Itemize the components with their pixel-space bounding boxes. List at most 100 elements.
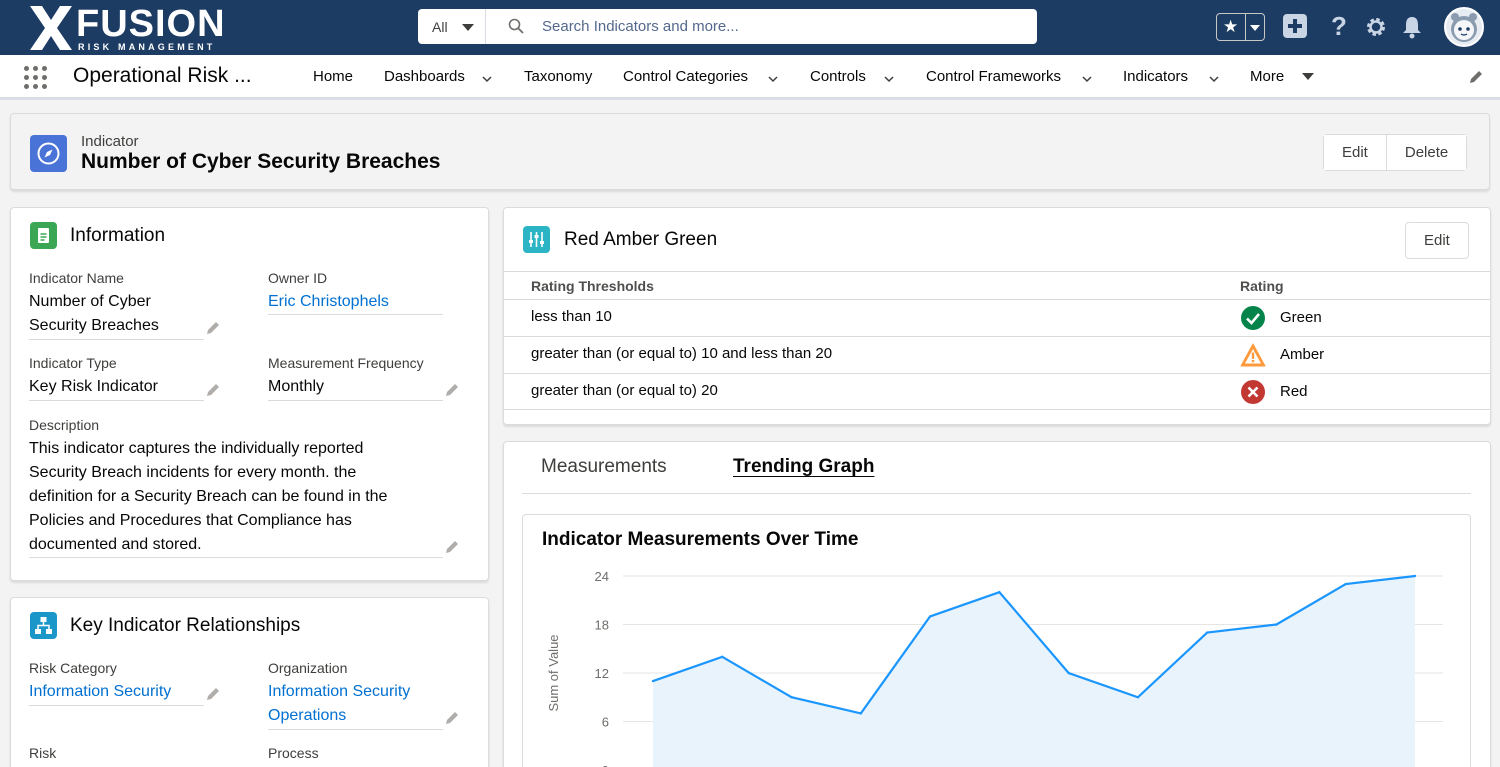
pencil-icon[interactable] (1468, 69, 1484, 85)
nav-item-more[interactable]: More (1250, 68, 1285, 85)
owner-link[interactable]: Eric Christophels (268, 293, 389, 310)
y-tick-label: 12 (595, 666, 609, 681)
tab-trending-graph[interactable]: Trending Graph (733, 456, 875, 477)
nav-item-controls[interactable]: Controls (810, 68, 866, 85)
data-point (721, 655, 724, 659)
card-title: Key Indicator Relationships (70, 615, 301, 636)
y-tick-label: 6 (602, 715, 609, 730)
delete-button[interactable]: Delete (1385, 135, 1467, 170)
series-line (652, 574, 1416, 715)
card-title: Information (70, 225, 166, 246)
threshold-cell: greater than (or equal to) 20 (531, 382, 718, 399)
nav-item-home[interactable]: Home (313, 68, 354, 85)
app-launcher-waffle-icon[interactable] (24, 66, 48, 90)
column-header-thresholds: Rating Thresholds (531, 278, 654, 294)
hierarchy-icon (30, 612, 57, 639)
star-icon: ★ (1223, 17, 1239, 36)
help-icon[interactable]: ? (1331, 11, 1347, 41)
rag-card: Red Amber Green Edit Rating Thresholds R… (503, 207, 1491, 425)
nav-item-dashboards[interactable]: Dashboards (384, 68, 465, 85)
tabs-divider (522, 493, 1471, 494)
chevron-down-icon[interactable] (1082, 74, 1092, 84)
chevron-down-icon[interactable] (884, 74, 894, 84)
tab-measurements[interactable]: Measurements (541, 456, 667, 477)
pencil-icon[interactable] (444, 382, 460, 398)
organization-link[interactable]: Operations (268, 707, 347, 724)
chevron-down-icon[interactable] (768, 74, 778, 84)
table-row: greater than (or equal to) 20 Red (504, 373, 1490, 410)
bell-icon[interactable] (1400, 15, 1424, 39)
chart-card: Indicator Measurements Over Time 0 6 12 18 2… (522, 514, 1471, 767)
field-label: Indicator Name (29, 270, 124, 286)
avatar-astro-icon (1451, 13, 1477, 42)
avatar[interactable] (1444, 7, 1484, 47)
indicator-type-value: Key Risk Indicator (29, 378, 158, 395)
nav-item-control-categories[interactable]: Control Categories (623, 68, 749, 85)
field-label: Risk (29, 745, 57, 761)
description-line: Policies and Procedures that Compliance … (29, 512, 352, 529)
field-divider (29, 400, 204, 401)
caret-down-icon[interactable] (1302, 73, 1314, 80)
y-tick-label: 24 (595, 569, 609, 584)
page-title: Number of Cyber Security Breaches (81, 150, 441, 173)
organization-link[interactable]: Information Security (268, 683, 411, 700)
information-card: Information Indicator Name Number of Cyb… (10, 207, 489, 581)
field-divider (29, 557, 443, 558)
field-label: Measurement Frequency (268, 355, 424, 371)
field-label: Indicator Type (29, 355, 117, 371)
field-label: Organization (268, 660, 348, 676)
chevron-down-icon[interactable] (482, 74, 492, 84)
description-line: This indicator captures the individually… (29, 440, 364, 457)
favorites-button[interactable]: ★ (1216, 13, 1265, 41)
data-point (998, 590, 1001, 594)
fusion-logo[interactable]: FUSION RISK MANAGEMENT (30, 4, 230, 52)
data-point (1344, 582, 1347, 586)
brand-name: FUSION (76, 3, 226, 45)
rag-edit-button[interactable]: Edit (1405, 222, 1469, 259)
chevron-down-icon[interactable] (1209, 74, 1219, 84)
check-circle-icon (1241, 306, 1265, 330)
app-name: Operational Risk ... (73, 64, 252, 87)
indicator-name-value: Security Breaches (29, 317, 159, 334)
search-icon (508, 18, 524, 34)
global-header: FUSION RISK MANAGEMENT All ★ ? (0, 0, 1500, 55)
gear-icon[interactable] (1364, 15, 1388, 39)
rating-cell: Red (1280, 383, 1308, 400)
pencil-icon[interactable] (205, 320, 221, 336)
field-label: Owner ID (268, 270, 328, 286)
record-actions: Edit Delete (1323, 134, 1468, 171)
favorites-divider (1245, 14, 1246, 40)
risk-category-link[interactable]: Information Security (29, 683, 172, 700)
nav-item-control-frameworks[interactable]: Control Frameworks (926, 68, 1062, 85)
app-nav-bar: Operational Risk ... Home Dashboards Tax… (0, 55, 1500, 100)
field-label: Risk Category (29, 660, 117, 676)
brand-subtitle: RISK MANAGEMENT (78, 42, 216, 52)
warning-icon (1240, 343, 1266, 367)
pencil-icon[interactable] (444, 710, 460, 726)
search-input[interactable] (542, 9, 1022, 44)
document-icon (30, 222, 57, 249)
data-point (1205, 631, 1209, 634)
pencil-icon[interactable] (205, 686, 221, 702)
search-scope-value: All (432, 19, 448, 35)
fusion-x-logo-icon (30, 6, 72, 50)
global-actions-plus-icon[interactable] (1283, 14, 1307, 38)
threshold-cell: greater than (or equal to) 10 and less t… (531, 345, 833, 362)
nav-item-indicators[interactable]: Indicators (1123, 68, 1189, 85)
record-header: Indicator Number of Cyber Security Breac… (10, 113, 1490, 190)
table-row: greater than (or equal to) 10 and less t… (504, 336, 1490, 373)
edit-button[interactable]: Edit (1324, 135, 1386, 170)
global-search: All (418, 9, 1037, 44)
table-header-divider (504, 271, 1490, 272)
field-divider (29, 705, 204, 706)
record-type: Indicator (81, 133, 139, 150)
pencil-icon[interactable] (205, 382, 221, 398)
nav-item-taxonomy[interactable]: Taxonomy (524, 68, 593, 85)
pencil-icon[interactable] (444, 539, 460, 555)
description-line: definition for a Security Breach can be … (29, 488, 388, 505)
indicator-name-value: Number of Cyber (29, 293, 151, 310)
search-scope-select[interactable]: All (418, 9, 486, 44)
y-tick-label: 0 (602, 763, 609, 767)
frequency-value: Monthly (268, 378, 325, 395)
data-point (1067, 671, 1070, 675)
